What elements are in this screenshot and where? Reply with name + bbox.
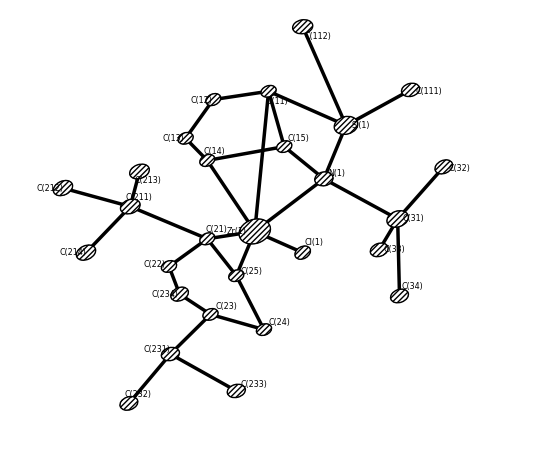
- Ellipse shape: [277, 141, 292, 153]
- Text: Cl(1): Cl(1): [305, 238, 323, 247]
- Text: Zr(1): Zr(1): [226, 227, 246, 236]
- Ellipse shape: [402, 83, 420, 96]
- Text: C(15): C(15): [288, 134, 310, 143]
- Text: C(214): C(214): [59, 248, 86, 257]
- Text: C(25): C(25): [241, 266, 263, 276]
- Text: C(24): C(24): [268, 318, 291, 327]
- Ellipse shape: [200, 154, 215, 166]
- Text: C(213): C(213): [135, 176, 162, 185]
- Text: C(231): C(231): [144, 345, 170, 354]
- Ellipse shape: [435, 160, 453, 174]
- Text: C(34): C(34): [402, 282, 424, 291]
- Text: C(13): C(13): [163, 134, 184, 143]
- Ellipse shape: [203, 308, 218, 320]
- Ellipse shape: [227, 384, 245, 397]
- Ellipse shape: [261, 85, 276, 97]
- Ellipse shape: [334, 116, 358, 135]
- Ellipse shape: [370, 243, 388, 257]
- Text: C(31): C(31): [402, 214, 424, 224]
- Ellipse shape: [120, 396, 138, 410]
- Ellipse shape: [293, 20, 313, 34]
- Text: C(11): C(11): [266, 97, 288, 106]
- Ellipse shape: [171, 287, 189, 301]
- Ellipse shape: [387, 211, 409, 227]
- Ellipse shape: [295, 246, 310, 259]
- Ellipse shape: [120, 199, 140, 214]
- Text: C(111): C(111): [415, 87, 442, 96]
- Text: C(23): C(23): [215, 301, 237, 311]
- Text: C(14): C(14): [204, 147, 225, 156]
- Text: C(32): C(32): [448, 164, 470, 173]
- Ellipse shape: [77, 245, 95, 260]
- Text: C(232): C(232): [125, 390, 151, 399]
- Ellipse shape: [391, 289, 409, 303]
- Text: C(211): C(211): [126, 193, 153, 202]
- Ellipse shape: [130, 164, 149, 179]
- Ellipse shape: [161, 260, 177, 272]
- Text: C(212): C(212): [36, 183, 63, 193]
- Ellipse shape: [161, 348, 179, 361]
- Ellipse shape: [200, 233, 215, 245]
- Text: C(233): C(233): [241, 379, 268, 389]
- Text: C(22): C(22): [144, 260, 165, 269]
- Text: C(33): C(33): [384, 245, 405, 254]
- Text: C(112): C(112): [305, 32, 332, 41]
- Text: C(234): C(234): [152, 290, 179, 299]
- Ellipse shape: [239, 219, 271, 244]
- Text: N(1): N(1): [328, 169, 345, 178]
- Ellipse shape: [229, 270, 244, 282]
- Ellipse shape: [206, 94, 221, 106]
- Ellipse shape: [257, 324, 272, 336]
- Text: C(12): C(12): [190, 96, 212, 106]
- Text: Si(1): Si(1): [351, 121, 370, 130]
- Ellipse shape: [53, 181, 73, 195]
- Ellipse shape: [315, 172, 333, 186]
- Text: C(21): C(21): [206, 225, 228, 234]
- Ellipse shape: [178, 132, 193, 144]
